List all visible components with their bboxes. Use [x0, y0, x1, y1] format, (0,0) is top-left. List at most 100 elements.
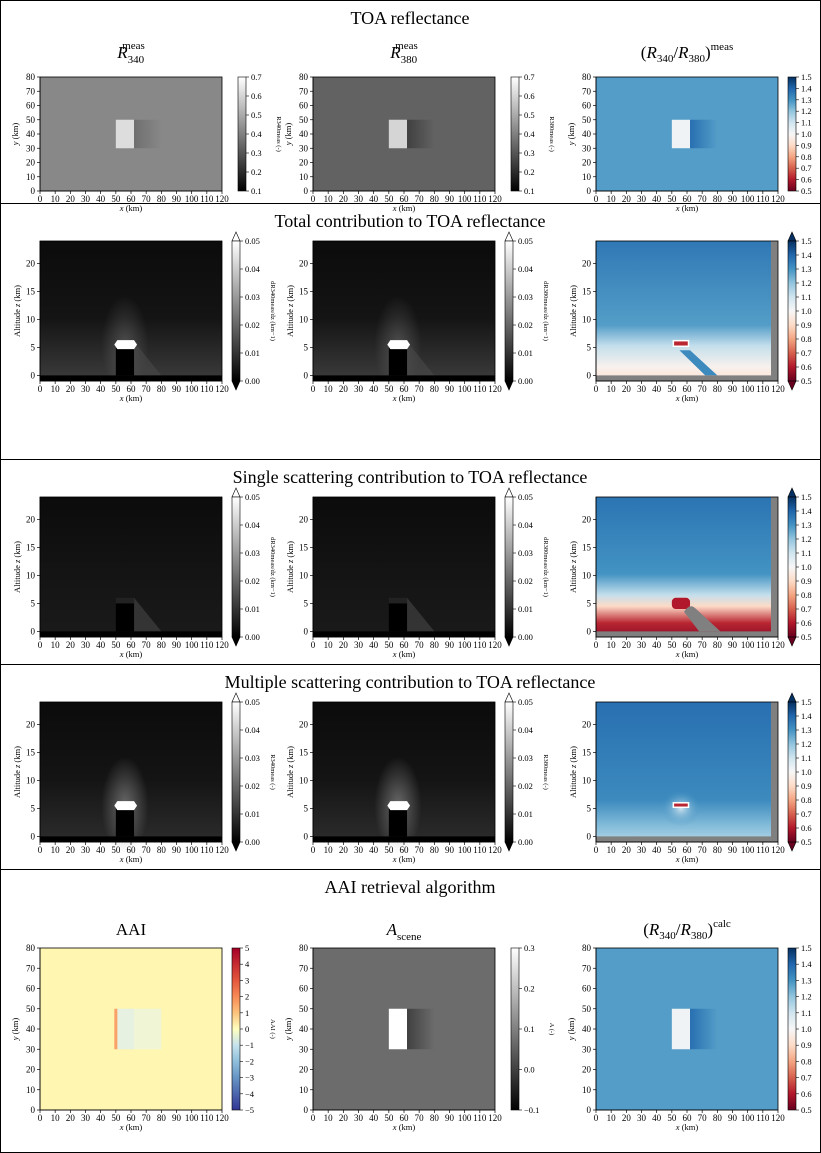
colorbar-tick-label: 1.4: [801, 506, 812, 516]
colorbar-tick-label: −2: [245, 1056, 254, 1066]
y-tick-label: 10: [582, 1085, 592, 1095]
profile-cloud-layer: [388, 597, 408, 604]
y-tick-label: 70: [26, 963, 36, 973]
profile-background: [596, 241, 778, 381]
x-tick-label: 100: [458, 845, 472, 855]
colorbar-label: R380meas (-): [548, 116, 555, 152]
x-tick-label: 30: [81, 194, 91, 204]
x-tick-label: 90: [172, 194, 182, 204]
x-tick-label: 80: [713, 1113, 723, 1123]
panel-title: R340meas: [116, 40, 145, 66]
colorbar-label: dR380meas/dz (km−1): [542, 281, 549, 341]
colorbar-tick-label: 0.6: [251, 91, 262, 101]
x-tick-label: 0: [311, 384, 316, 394]
row-title: Total contribution to TOA reflectance: [275, 211, 546, 231]
colorbar-tick-label: 0.05: [518, 236, 533, 246]
x-tick-label: 0: [38, 640, 43, 650]
colorbar-tick-label: 0.5: [801, 632, 812, 642]
colorbar-tick-label: 1.4: [801, 959, 812, 969]
x-tick-label: 90: [445, 845, 455, 855]
colorbar-tick-label: 1.4: [801, 83, 812, 93]
y-tick-label: 0: [304, 1105, 309, 1115]
y-tick-label: 10: [582, 775, 592, 785]
x-tick-label: 110: [200, 1113, 214, 1123]
x-tick-label: 100: [185, 640, 199, 650]
x-tick-label: 60: [400, 845, 410, 855]
profile-cloud-column: [388, 603, 408, 632]
colorbar: [510, 947, 520, 1111]
colorbar-tick-label: 0.6: [801, 618, 812, 628]
colorbar-label: R340meas (-): [269, 754, 276, 790]
x-tick-label: 20: [66, 845, 76, 855]
x-tick-label: 60: [127, 640, 137, 650]
colorbar-tick-label: 0.8: [801, 590, 812, 600]
x-tick-label: 90: [728, 1113, 738, 1123]
profile-cloud-layer: [672, 802, 690, 809]
x-tick-label: 30: [81, 384, 91, 394]
x-tick-label: 20: [339, 845, 349, 855]
y-axis-label: Altitude z (km): [568, 541, 578, 593]
x-tick-label: 120: [215, 845, 229, 855]
colorbar-tick-label: 0.05: [518, 492, 533, 502]
y-tick-label: 70: [582, 86, 592, 96]
y-axis-label: Altitude z (km): [568, 746, 578, 798]
profile-right-edge: [771, 702, 778, 842]
colorbar-tick-label: 1.5: [801, 72, 812, 82]
x-axis-label: x (km): [392, 203, 416, 213]
y-tick-label: 40: [299, 129, 309, 139]
x-tick-label: 90: [172, 1113, 182, 1123]
map-cloud: [388, 119, 408, 149]
x-tick-label: 40: [96, 194, 106, 204]
colorbar-tick-label: 1.4: [801, 250, 812, 260]
x-tick-label: 100: [741, 384, 755, 394]
colorbar-tick-label: 1.0: [801, 767, 812, 777]
y-tick-label: 20: [299, 158, 309, 168]
colorbar-tick-label: 0.8: [801, 795, 812, 805]
x-tick-label: 80: [430, 640, 440, 650]
panel: 0 5 10 15 20 Altitude z (km) 0 10 20 30 40 50 60 70 80…: [12, 231, 276, 403]
y-axis-label: y (km): [566, 1018, 576, 1042]
y-axis-label: Altitude z (km): [12, 285, 22, 337]
y-tick-label: 15: [299, 747, 309, 757]
map-cloud: [388, 1008, 408, 1050]
x-tick-label: 80: [713, 845, 723, 855]
profile-cloud-layer: [114, 340, 138, 350]
map-shadow: [690, 119, 718, 149]
x-tick-label: 90: [445, 640, 455, 650]
x-tick-label: 90: [172, 384, 182, 394]
x-tick-label: 40: [96, 384, 106, 394]
colorbar-tick-label: 1.3: [801, 264, 812, 274]
y-tick-label: 5: [31, 342, 36, 352]
colorbar-tick-label: 0.9: [801, 781, 812, 791]
x-tick-label: 40: [652, 194, 662, 204]
x-tick-label: 90: [728, 845, 738, 855]
x-tick-label: 30: [637, 1113, 647, 1123]
panel: Ascene 0 10 20 30 40 50 60 70 80 y (km) 0 10 20 30 40 50…: [283, 920, 555, 1132]
x-tick-label: 20: [339, 640, 349, 650]
colorbar-tick-label: 0.4: [251, 129, 262, 139]
profile-ground: [40, 631, 222, 637]
y-tick-label: 70: [582, 963, 592, 973]
x-tick-label: 100: [185, 194, 199, 204]
y-tick-label: 0: [587, 626, 592, 636]
panel: R380meas 0 10 20 30 40 50 60 70 80 y (km) 0 10 20 30 40…: [283, 40, 555, 213]
y-tick-label: 40: [582, 1024, 592, 1034]
x-tick-label: 70: [698, 845, 708, 855]
colorbar-tick-label: 0.2: [524, 167, 535, 177]
profile-cloud-layer: [672, 339, 690, 348]
colorbar-label: A (-): [548, 1023, 555, 1035]
colorbar: [237, 76, 247, 192]
profile-ground: [313, 631, 495, 637]
y-tick-label: 15: [26, 747, 36, 757]
x-tick-label: 70: [698, 640, 708, 650]
y-tick-label: 20: [26, 258, 36, 268]
x-tick-label: 80: [157, 1113, 167, 1123]
profile-ground: [40, 375, 222, 381]
profile-shadow-beam: [407, 597, 435, 632]
colorbar: [231, 947, 241, 1111]
profile-cloud-column: [115, 808, 135, 837]
profile-ground: [596, 375, 778, 381]
y-tick-label: 10: [582, 172, 592, 182]
y-tick-label: 30: [26, 143, 36, 153]
